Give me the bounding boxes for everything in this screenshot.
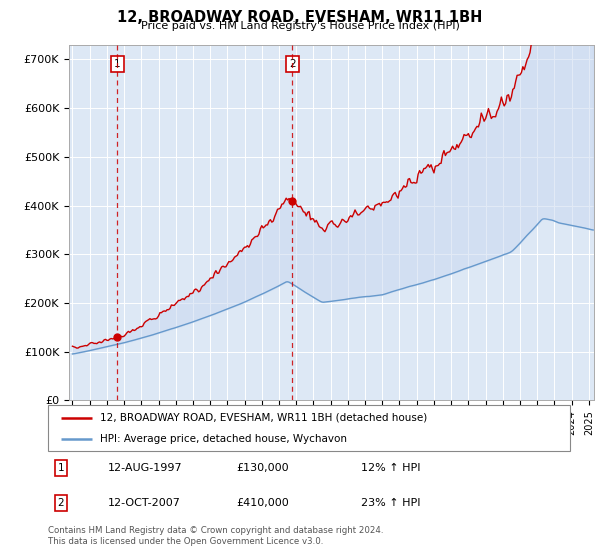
Text: HPI: Average price, detached house, Wychavon: HPI: Average price, detached house, Wych… xyxy=(100,434,347,444)
Text: 12, BROADWAY ROAD, EVESHAM, WR11 1BH: 12, BROADWAY ROAD, EVESHAM, WR11 1BH xyxy=(118,10,482,25)
Text: 12-AUG-1997: 12-AUG-1997 xyxy=(108,463,182,473)
Text: £410,000: £410,000 xyxy=(236,498,289,507)
Text: £130,000: £130,000 xyxy=(236,463,289,473)
Text: 1: 1 xyxy=(114,59,121,69)
Text: 1: 1 xyxy=(58,463,64,473)
Text: 12% ↑ HPI: 12% ↑ HPI xyxy=(361,463,421,473)
Text: Contains HM Land Registry data © Crown copyright and database right 2024.
This d: Contains HM Land Registry data © Crown c… xyxy=(48,526,383,546)
Text: 12, BROADWAY ROAD, EVESHAM, WR11 1BH (detached house): 12, BROADWAY ROAD, EVESHAM, WR11 1BH (de… xyxy=(100,413,427,423)
Text: 23% ↑ HPI: 23% ↑ HPI xyxy=(361,498,421,507)
Text: 2: 2 xyxy=(58,498,64,507)
Text: 12-OCT-2007: 12-OCT-2007 xyxy=(108,498,181,507)
Text: Price paid vs. HM Land Registry's House Price Index (HPI): Price paid vs. HM Land Registry's House … xyxy=(140,21,460,31)
FancyBboxPatch shape xyxy=(48,405,570,451)
Text: 2: 2 xyxy=(289,59,296,69)
